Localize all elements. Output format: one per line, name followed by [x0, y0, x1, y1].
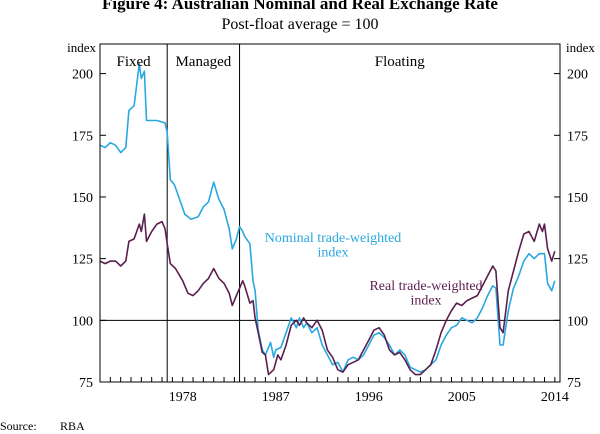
series-layer: [99, 62, 556, 376]
y-tick-label-right: 100: [567, 314, 588, 329]
x-tick-label-2005: 2005: [448, 390, 476, 405]
series-label-line: index: [410, 294, 441, 309]
y-tick-label-left: 125: [72, 253, 93, 268]
y-tick-label-left: 75: [79, 376, 93, 391]
source-value: RBA: [60, 419, 85, 433]
figure-subtitle: Post-float average = 100: [221, 16, 379, 33]
label-layer: Fixed Managed Floating Nominal trade-weight…: [67, 40, 595, 405]
x-tick-label-1987: 1987: [262, 390, 290, 405]
x-tick-label-2014: 2014: [541, 390, 569, 405]
series-label-line: Real trade-weighted: [369, 279, 482, 294]
plot-frame: [99, 43, 561, 383]
series-line-nominal-trade-weighted-index: [99, 62, 556, 373]
source-label: Source:: [0, 419, 37, 433]
y-tick-label-left: 150: [72, 191, 93, 206]
regime-label-fixed: Fixed: [117, 54, 152, 70]
y-tick-label-right: 175: [567, 129, 588, 144]
regime-label-floating: Floating: [375, 54, 426, 70]
series-label-nominal-trade-weighted-index: Nominal trade-weighted index: [265, 231, 401, 261]
series-label-line: Nominal trade-weighted: [265, 231, 401, 246]
series-label-real-trade-weighted-index: Real trade-weighted index: [369, 279, 482, 309]
axis-layer: [99, 43, 561, 383]
x-tick-label-1978: 1978: [169, 390, 197, 405]
reference-layer: [100, 44, 560, 382]
y-tick-label-left: 100: [72, 314, 93, 329]
y-tick-label-left: 200: [72, 68, 93, 83]
y-axis-label-left: index: [67, 40, 96, 55]
regime-label-managed: Managed: [175, 54, 231, 70]
x-tick-label-1996: 1996: [355, 390, 383, 405]
y-tick-label-right: 75: [567, 376, 581, 391]
series-label-line: index: [317, 246, 348, 261]
y-tick-label-right: 150: [567, 191, 588, 206]
y-tick-label-left: 175: [72, 129, 93, 144]
series-line-real-trade-weighted-index: [99, 213, 556, 376]
source-note: Source: RBA: [0, 419, 85, 434]
y-tick-label-right: 200: [567, 68, 588, 83]
y-axis-label-right: index: [566, 40, 595, 55]
y-tick-label-right: 125: [567, 253, 588, 268]
figure-title: Figure 4: Australian Nominal and Real Ex…: [102, 0, 498, 13]
